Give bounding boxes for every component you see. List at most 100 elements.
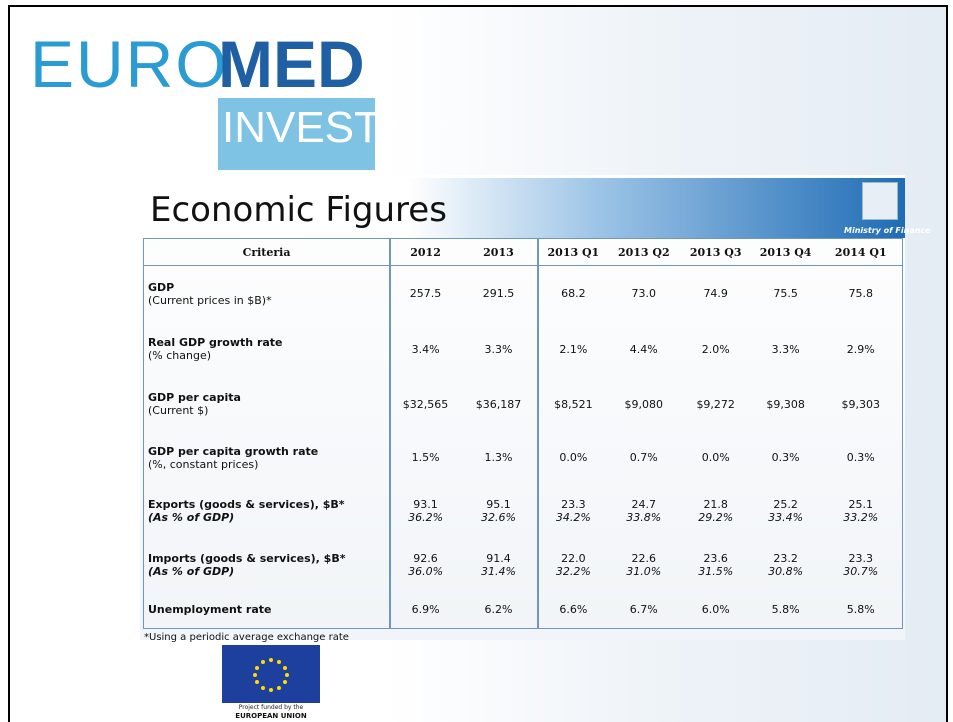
value: 23.3 xyxy=(539,498,608,511)
value-cell: 2.0% xyxy=(680,322,752,377)
value: 25.2 xyxy=(752,498,820,511)
value: 0.0% xyxy=(539,451,608,464)
share: 36.2% xyxy=(391,511,460,524)
value-cell: 0.0% xyxy=(538,432,608,484)
share: 29.2% xyxy=(680,511,752,524)
value: 2.0% xyxy=(680,343,752,356)
footnote: *Using a periodic average exchange rate xyxy=(144,632,349,643)
value: 3.3% xyxy=(752,343,820,356)
value-cell: 3.3% xyxy=(460,322,538,377)
share: 30.7% xyxy=(820,565,902,578)
value: 21.8 xyxy=(680,498,752,511)
criteria-note: (% change) xyxy=(148,349,389,362)
criteria-label: Unemployment rate xyxy=(148,603,389,616)
value: 0.7% xyxy=(608,451,680,464)
header-cell: 2012 xyxy=(390,239,460,266)
value: 291.5 xyxy=(460,287,537,300)
value-cell: $9,303 xyxy=(820,377,903,432)
value-cell: 1.3% xyxy=(460,432,538,484)
value-cell: 75.5 xyxy=(752,266,820,322)
value: 2.1% xyxy=(539,343,608,356)
value-cell: 3.3% xyxy=(752,322,820,377)
stars xyxy=(253,658,289,692)
value: 6.2% xyxy=(460,603,537,616)
value: $8,521 xyxy=(539,398,608,411)
value-cell: 2.1% xyxy=(538,322,608,377)
value-cell: 6.6% xyxy=(538,591,608,629)
emblem xyxy=(862,182,898,220)
criteria-note: (Current prices in $B)* xyxy=(148,294,389,307)
table-row: Imports (goods & services), $B*(As % of … xyxy=(144,539,903,591)
criteria-label: Real GDP growth rate xyxy=(148,336,389,349)
share: 33.8% xyxy=(608,511,680,524)
value: 75.5 xyxy=(752,287,820,300)
value: 4.4% xyxy=(608,343,680,356)
value: $9,308 xyxy=(752,398,820,411)
value-cell: 1.5% xyxy=(390,432,460,484)
value: 68.2 xyxy=(539,287,608,300)
value: 23.3 xyxy=(820,552,902,565)
criteria-cell: GDP per capita growth rate(%, constant p… xyxy=(144,432,391,484)
funding-eu: EUROPEAN UNION xyxy=(222,712,320,720)
value: 92.6 xyxy=(391,552,460,565)
value-cell: $32,565 xyxy=(390,377,460,432)
value: 75.8 xyxy=(820,287,902,300)
value-cell: 74.9 xyxy=(680,266,752,322)
criteria-label: GDP per capita xyxy=(148,391,389,404)
criteria-note: (Current $) xyxy=(148,404,389,417)
ministry: Ministry of Finance xyxy=(844,226,931,235)
funding-line: Project funded by the xyxy=(222,704,320,711)
value: 6.0% xyxy=(680,603,752,616)
value: 0.0% xyxy=(680,451,752,464)
value-cell: 92.636.0% xyxy=(390,539,460,591)
value-cell: 0.7% xyxy=(608,432,680,484)
value-cell: 73.0 xyxy=(608,266,680,322)
criteria-label: GDP xyxy=(148,281,389,294)
header-cell: 2013 xyxy=(460,239,538,266)
value: 74.9 xyxy=(680,287,752,300)
eu-flag xyxy=(222,645,320,703)
value-cell: $36,187 xyxy=(460,377,538,432)
header-cell: Criteria xyxy=(144,239,391,266)
value-cell: 68.2 xyxy=(538,266,608,322)
share: 30.8% xyxy=(752,565,820,578)
header-cell: 2014 Q1 xyxy=(820,239,903,266)
value-cell: 0.0% xyxy=(680,432,752,484)
header-cell: 2013 Q3 xyxy=(680,239,752,266)
header-cell: 2013 Q2 xyxy=(608,239,680,266)
value: 5.8% xyxy=(820,603,902,616)
value-cell: $9,308 xyxy=(752,377,820,432)
share: 33.2% xyxy=(820,511,902,524)
share: 32.6% xyxy=(460,511,537,524)
value: 93.1 xyxy=(391,498,460,511)
share: 33.4% xyxy=(752,511,820,524)
table-row: Exports (goods & services), $B*(As % of … xyxy=(144,484,903,539)
value-cell: 0.3% xyxy=(820,432,903,484)
header-cell: 2013 Q1 xyxy=(538,239,608,266)
value-cell: 5.8% xyxy=(820,591,903,629)
value-cell: 23.631.5% xyxy=(680,539,752,591)
value: 24.7 xyxy=(608,498,680,511)
value-cell: 5.8% xyxy=(752,591,820,629)
value-cell: 4.4% xyxy=(608,322,680,377)
value-cell: 6.9% xyxy=(390,591,460,629)
value: 3.4% xyxy=(391,343,460,356)
criteria-label: Imports (goods & services), $B* xyxy=(148,552,389,565)
value: 1.3% xyxy=(460,451,537,464)
value: 0.3% xyxy=(752,451,820,464)
value: $9,303 xyxy=(820,398,902,411)
value: 1.5% xyxy=(391,451,460,464)
value: 91.4 xyxy=(460,552,537,565)
value: 25.1 xyxy=(820,498,902,511)
value: 5.8% xyxy=(752,603,820,616)
value-cell: 6.7% xyxy=(608,591,680,629)
